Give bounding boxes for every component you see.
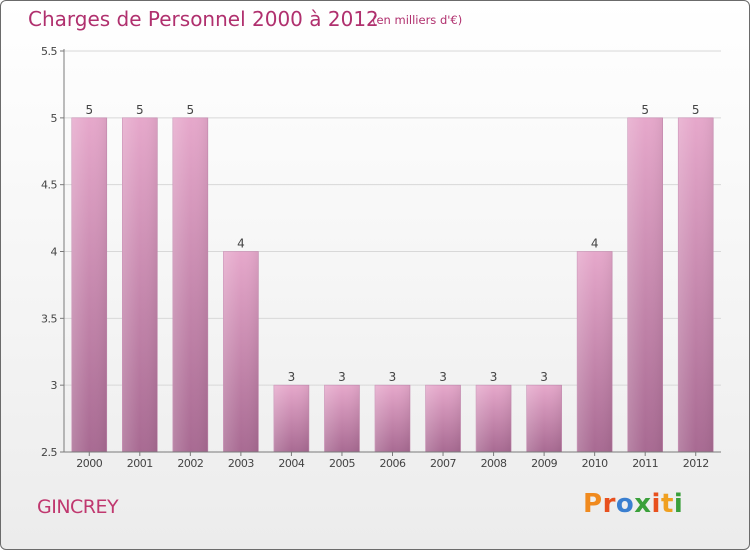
bars xyxy=(71,117,714,453)
bar-shine xyxy=(678,117,714,452)
x-tick-label: 2003 xyxy=(228,457,254,470)
y-tick-label: 4 xyxy=(51,246,58,259)
y-tick-label: 3 xyxy=(51,379,58,392)
y-tick-label: 4.5 xyxy=(41,179,57,192)
grid-lines xyxy=(64,50,721,386)
logo-letter: r xyxy=(602,489,616,519)
proxiti-logo: Proxiti xyxy=(583,489,683,519)
logo-letter: i xyxy=(673,489,684,519)
data-label: 3 xyxy=(288,370,296,384)
place-name: GINCREY xyxy=(37,496,119,518)
logo-letter: P xyxy=(583,489,603,519)
data-label: 5 xyxy=(641,103,649,117)
logo-letter: i xyxy=(651,489,661,519)
x-tick-label: 2009 xyxy=(531,457,557,470)
chart-title: Charges de Personnel 2000 à 2012 xyxy=(28,7,379,31)
labels: 2.5 3 3.5 4 4.5 5 5.5 5 2000 5 2001 5 2002 4 2003 3 2004… xyxy=(41,45,709,470)
y-tick-label: 5.5 xyxy=(41,45,57,58)
bar-shine xyxy=(71,117,107,452)
bar-shine xyxy=(375,385,410,452)
x-tick-label: 2010 xyxy=(582,457,608,470)
x-tick-label: 2001 xyxy=(127,457,153,470)
data-label: 3 xyxy=(439,370,447,384)
bar-shine xyxy=(223,251,259,452)
bar-shine xyxy=(526,385,562,452)
chart-unit: (en milliers d'€) xyxy=(372,13,463,27)
x-tick-label: 2004 xyxy=(278,457,304,470)
x-tick-label: 2005 xyxy=(329,457,355,470)
logo-letter: o xyxy=(615,489,635,519)
axes xyxy=(60,49,721,456)
y-tick-label: 3.5 xyxy=(41,312,57,325)
data-label: 4 xyxy=(591,237,599,251)
bar-shine xyxy=(273,385,309,452)
bar-shine xyxy=(627,117,663,452)
data-label: 5 xyxy=(85,103,93,117)
logo-letter: t xyxy=(660,489,674,519)
x-tick-label: 2002 xyxy=(177,457,203,470)
bar-shine xyxy=(324,385,360,452)
data-label: 5 xyxy=(136,103,144,117)
x-tick-label: 2011 xyxy=(632,457,658,470)
bar-shine xyxy=(476,385,512,452)
logo-letter: x xyxy=(634,489,652,519)
data-label: 3 xyxy=(389,370,397,384)
x-tick-label: 2006 xyxy=(380,457,406,470)
bar-shine xyxy=(122,117,158,452)
x-tick-label: 2012 xyxy=(683,457,709,470)
y-tick-label: 2.5 xyxy=(41,446,57,459)
y-tick-label: 5 xyxy=(51,112,58,125)
bar-shine xyxy=(577,251,613,452)
bar-shine xyxy=(425,385,461,452)
bar-shine xyxy=(172,117,208,452)
x-tick-label: 2007 xyxy=(430,457,456,470)
data-label: 3 xyxy=(338,370,346,384)
data-label: 4 xyxy=(237,237,245,251)
x-tick-label: 2008 xyxy=(481,457,507,470)
data-label: 5 xyxy=(187,103,195,117)
x-tick-label: 2000 xyxy=(76,457,102,470)
data-label: 3 xyxy=(540,370,548,384)
data-label: 5 xyxy=(692,103,700,117)
data-label: 3 xyxy=(490,370,498,384)
